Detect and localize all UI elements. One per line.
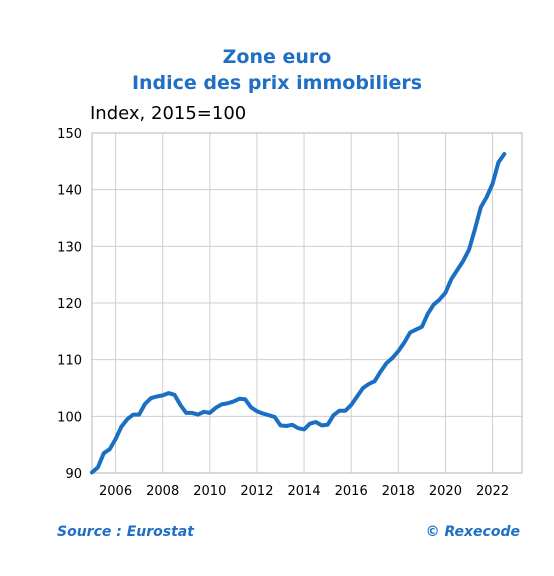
y-tick-label: 150 <box>57 127 82 142</box>
x-tick-label: 2018 <box>382 484 415 499</box>
x-tick-label: 2012 <box>240 484 273 499</box>
chart-title-line1: Zone euro <box>222 46 332 68</box>
y-tick-label: 90 <box>65 467 82 482</box>
x-tick-label: 2022 <box>476 484 509 499</box>
x-tick-label: 2020 <box>429 484 462 499</box>
y-tick-label: 110 <box>57 354 82 369</box>
x-tick-label: 2016 <box>335 484 368 499</box>
chart-title-line2: Indice des prix immobiliers <box>131 72 423 94</box>
source-note: Source : Eurostat <box>57 524 194 540</box>
y-tick-label: 120 <box>57 297 82 312</box>
x-tick-label: 2010 <box>193 484 226 499</box>
y-axis-label: Index, 2015=100 <box>90 103 247 124</box>
x-tick-label: 2014 <box>288 484 321 499</box>
y-tick-label: 100 <box>57 410 82 425</box>
y-tick-label: 130 <box>57 240 82 255</box>
chart-title-block: Zone euro Indice des prix immobiliers <box>0 44 554 96</box>
y-tick-label: 140 <box>57 184 82 199</box>
x-tick-label: 2006 <box>99 484 132 499</box>
plot-frame <box>91 132 523 474</box>
copyright-note: © Rexecode <box>425 524 520 540</box>
series-line <box>90 152 507 475</box>
x-tick-label: 2008 <box>146 484 179 499</box>
